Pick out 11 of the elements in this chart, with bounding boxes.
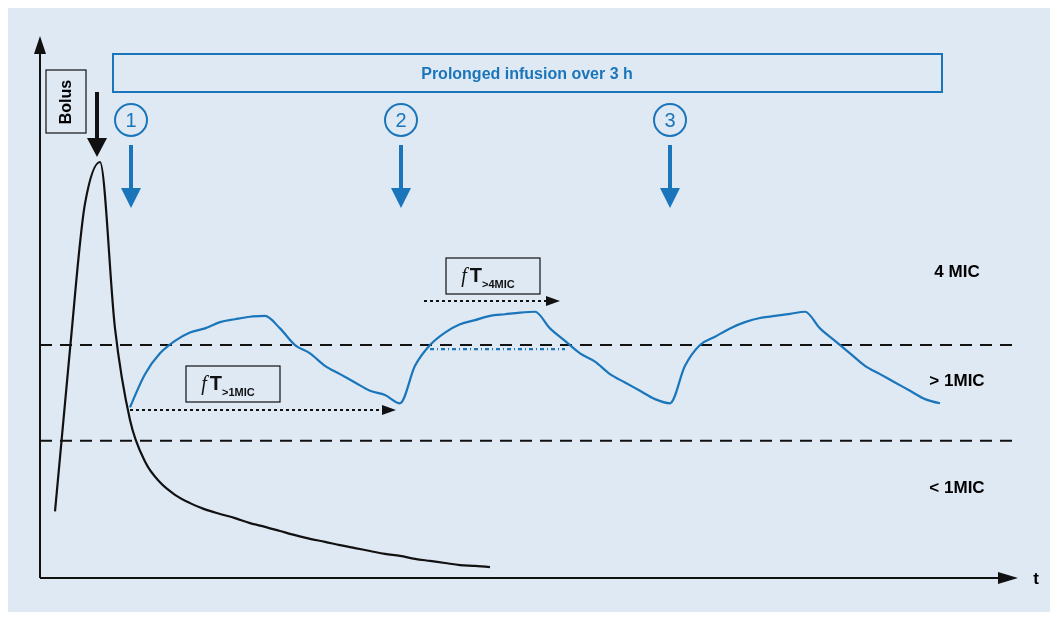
annotation: 4 MIC (934, 262, 980, 281)
annotation: < 1MIC (929, 478, 985, 497)
text: 3 (664, 109, 676, 131)
annotation: > 1MIC (929, 371, 985, 390)
text: 1 (125, 109, 137, 131)
text: 2 (395, 109, 407, 131)
x-axis-title: t (1033, 569, 1040, 588)
annotation: fT$_{>1MIC}$ (201, 372, 255, 398)
text: Bolus (57, 79, 74, 125)
annotation: fT$_{>4MIC}$ (461, 264, 515, 290)
text: Prolonged infusion over 3 h (421, 65, 633, 82)
